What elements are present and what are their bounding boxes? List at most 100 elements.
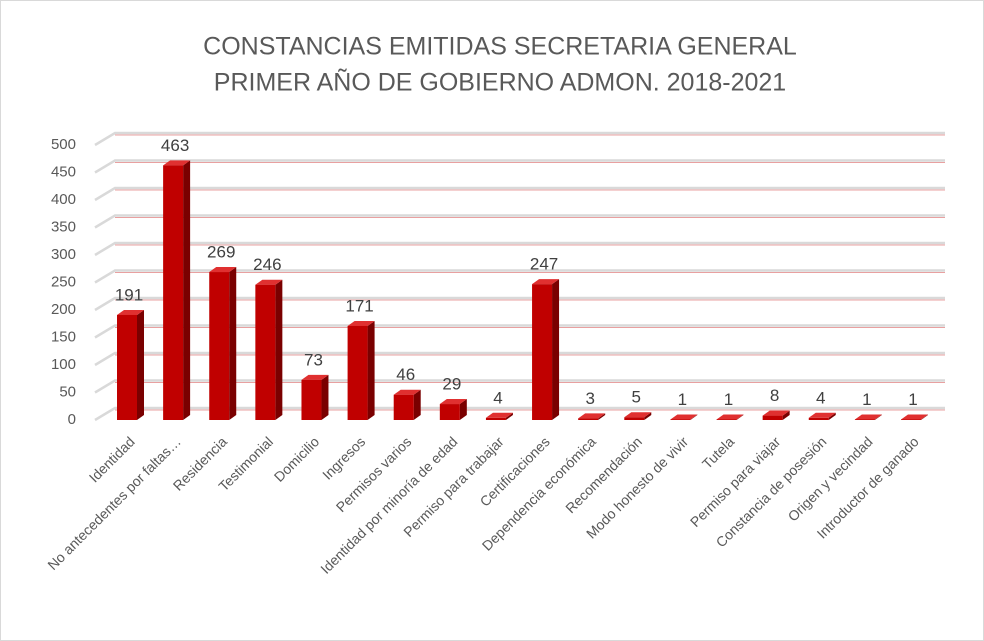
y-tick-label: 350 [51,218,76,235]
bar-side [229,267,237,420]
y-tick-label: 300 [51,246,76,263]
bar [163,160,191,420]
grid-line [94,351,945,367]
bar-side [552,279,560,420]
bar-front [901,419,921,420]
bar-top [578,413,606,419]
bar-front [624,417,645,420]
data-label: 1 [678,390,687,409]
bar-front [854,419,875,420]
bar-side [275,279,283,420]
grid-line [94,241,945,257]
grid-line [94,131,945,147]
y-tick-label: 450 [51,163,76,180]
bar-side [137,309,144,420]
bar-top [532,279,560,285]
bar [485,412,513,420]
chart-title: CONSTANCIAS EMITIDAS SECRETARIA GENERAL [203,33,797,61]
data-label: 29 [442,375,461,394]
y-tick-label: 400 [51,191,76,208]
bar [762,410,790,420]
data-label: 8 [770,386,779,405]
bar [209,267,237,420]
bar-front [578,418,599,420]
bar-front [762,415,783,420]
bar [808,412,836,420]
bar-front [255,284,276,420]
bar [854,414,882,420]
grid-line [94,186,945,202]
bar-front [485,417,506,420]
chart-title: PRIMER AÑO DE GOBIERNO ADMON. 2018-2021 [214,68,786,97]
data-label: 191 [115,285,143,304]
data-label: 73 [304,350,323,369]
data-label: 246 [253,255,281,274]
bar-side [367,320,375,420]
bar-front [347,325,368,420]
bar-side [183,160,191,420]
bar-top [762,410,790,416]
bar-side [782,410,790,420]
bar-front [439,404,460,420]
bar-top [117,309,144,315]
bar [578,413,606,420]
bar-front [808,417,829,420]
bar-top [808,412,836,418]
data-label: 1 [908,390,917,409]
data-label: 1 [724,390,733,409]
bar-side [874,414,882,420]
bar [532,279,560,420]
bar [117,309,144,420]
bar-top [901,414,928,420]
data-label: 5 [632,388,641,407]
bar [624,412,652,420]
bar-side [321,374,329,420]
y-tick-label: 250 [51,273,76,290]
data-label: 1 [862,390,871,409]
bar-front [716,419,737,420]
bar-side [413,389,421,420]
data-label: 269 [207,243,235,262]
bar [347,320,375,420]
data-label: 4 [816,388,825,407]
bar-side [736,414,744,420]
bar-side [921,414,928,420]
bar [716,414,744,420]
bar-top [439,399,467,405]
bar-top [854,414,882,420]
data-label: 3 [585,389,594,408]
bar [439,399,467,420]
data-label: 4 [493,388,502,407]
bar-front [532,284,553,420]
bar-top [485,412,513,418]
bar-side [459,399,467,420]
grid-line [94,269,945,284]
bar-top [670,414,698,420]
bar-front [670,419,691,420]
bar-side [644,412,652,420]
bar [255,279,283,420]
bar-top [163,160,191,166]
bar [301,374,329,420]
bar-side [828,412,836,420]
y-tick-label: 500 [51,136,76,153]
bar-front [393,394,414,420]
data-label: 463 [161,136,189,155]
bar-side [690,414,698,420]
grid-line [94,406,945,422]
bar-front [301,379,322,420]
bar [670,414,698,420]
bar-side [505,412,513,420]
bar-front [209,272,230,420]
bar-top [255,279,283,285]
bar-front [117,314,137,420]
y-tick-label: 0 [68,411,76,428]
bar-top [301,374,329,380]
bar [901,414,928,420]
y-tick-label: 200 [51,301,76,318]
bar-top [393,389,421,395]
grid-line [94,296,945,312]
bar-top [624,412,652,418]
